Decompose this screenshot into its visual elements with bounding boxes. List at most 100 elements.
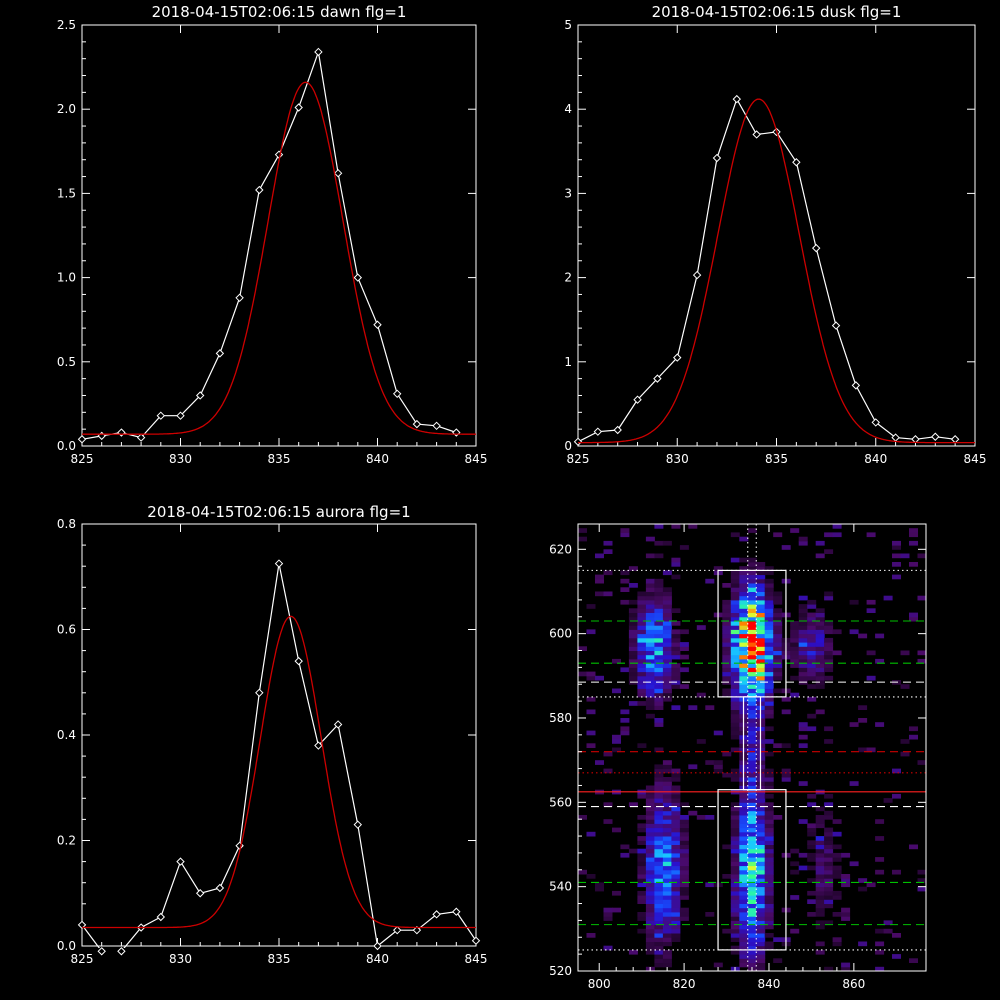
heatmap-cell: [662, 890, 672, 896]
heatmap-cell: [773, 642, 783, 647]
heatmap-cell: [662, 912, 672, 917]
heatmap-cell: [807, 599, 817, 605]
x-tick-label: 830: [169, 952, 192, 966]
heatmap-cell: [654, 621, 664, 626]
heatmap-cell: [824, 886, 834, 892]
heatmap-cell: [790, 646, 800, 651]
heatmap-cell: [654, 865, 664, 871]
heatmap-cell: [595, 591, 604, 597]
heatmap-cell: [875, 722, 885, 727]
heatmap-cell: [747, 646, 757, 651]
heatmap-cell: [671, 654, 681, 660]
y-tick-label: 0: [564, 439, 572, 453]
heatmap-cell: [824, 920, 834, 926]
heatmap-cell: [620, 587, 630, 592]
heatmap-cell: [739, 819, 749, 824]
heatmap-cell: [679, 882, 689, 888]
heatmap-cell: [662, 886, 672, 892]
heatmap-cell: [654, 882, 664, 888]
heatmap-cell: [637, 916, 647, 921]
heatmap-cell: [764, 848, 774, 854]
heatmap-cell: [645, 583, 655, 588]
heatmap-cell: [654, 671, 664, 677]
heatmap-cell: [747, 621, 757, 626]
heatmap-cell: [654, 920, 664, 926]
heatmap-cell: [662, 928, 672, 934]
data-point-marker: [392, 389, 402, 399]
heatmap-cell: [815, 861, 825, 867]
heatmap-cell: [764, 650, 774, 656]
heatmap-cell: [645, 865, 655, 871]
heatmap-cell: [662, 616, 672, 622]
heatmap-cell: [662, 852, 672, 858]
heatmap-cell: [722, 751, 732, 757]
heatmap-cell: [696, 815, 706, 820]
heatmap-cell: [747, 595, 757, 601]
heatmap-cell: [739, 861, 749, 867]
data-point-marker: [215, 349, 225, 358]
heatmap-cell: [654, 604, 664, 609]
heatmap-cell: [798, 536, 808, 542]
heatmap-cell: [747, 730, 757, 736]
heatmap-cell: [756, 937, 766, 942]
heatmap-cell: [662, 760, 672, 765]
heatmap-cell: [628, 625, 638, 630]
heatmap-cell: [662, 857, 672, 862]
heatmap-cell: [824, 663, 834, 668]
heatmap-cell: [662, 823, 672, 829]
heatmap-cell: [747, 528, 757, 533]
heatmap-cell: [807, 912, 817, 917]
heatmap-cell: [747, 663, 757, 668]
heatmap-cell: [739, 827, 749, 833]
heatmap-cell: [807, 890, 817, 896]
data-point-marker: [452, 907, 461, 916]
heatmap-cell: [773, 958, 783, 963]
heatmap-cell: [764, 751, 774, 757]
heatmap-cell: [654, 722, 664, 727]
heatmap-cell: [730, 777, 740, 782]
heatmap-cell: [671, 772, 681, 778]
heatmap-cell: [747, 642, 757, 647]
heatmap-cell: [730, 869, 740, 875]
heatmap-cell: [917, 658, 927, 664]
heatmap-cell: [654, 912, 664, 917]
heatmap-cell: [654, 941, 664, 947]
heatmap-cell: [815, 667, 825, 673]
heatmap-cell: [671, 675, 681, 681]
heatmap-cell: [662, 688, 672, 694]
heatmap-cell: [815, 823, 825, 829]
heatmap-cell: [815, 621, 825, 626]
heatmap-cell: [841, 874, 851, 879]
heatmap-cell: [679, 895, 689, 900]
heatmap-cell: [747, 882, 757, 888]
heatmap-cell: [756, 621, 766, 626]
heatmap-cell: [654, 587, 664, 592]
heatmap-cell: [807, 857, 817, 862]
heatmap-cell: [764, 570, 774, 576]
heatmap-cell: [730, 815, 740, 820]
heatmap-cell: [722, 650, 732, 656]
heatmap-cell: [654, 848, 664, 854]
heatmap-cell: [756, 591, 766, 597]
heatmap-cell: [747, 764, 757, 770]
heatmap-cell: [739, 831, 749, 837]
heatmap-cell: [756, 949, 766, 955]
heatmap-cell: [756, 675, 766, 681]
heatmap-cell: [764, 882, 774, 888]
dusk-profile-panel: 2018-04-15T02:06:15 dusk flg=1 825 830 835 8…: [564, 3, 986, 466]
heatmap-cell: [654, 777, 664, 782]
x-tick-label: 845: [465, 952, 488, 966]
heatmap-cell: [739, 945, 749, 951]
heatmap-cell: [815, 924, 825, 930]
heatmap-cell: [773, 937, 783, 942]
heatmap-cell: [730, 802, 740, 807]
data-point-marker: [136, 433, 146, 442]
heatmap-cell: [645, 806, 655, 812]
heatmap-cell: [824, 658, 834, 664]
heatmap-cell: [747, 836, 757, 841]
heatmap-cell: [747, 785, 757, 791]
data-point-marker: [811, 243, 821, 253]
heatmap-cell: [764, 874, 774, 879]
heatmap-cell: [739, 692, 749, 698]
heatmap-cell: [739, 823, 749, 829]
